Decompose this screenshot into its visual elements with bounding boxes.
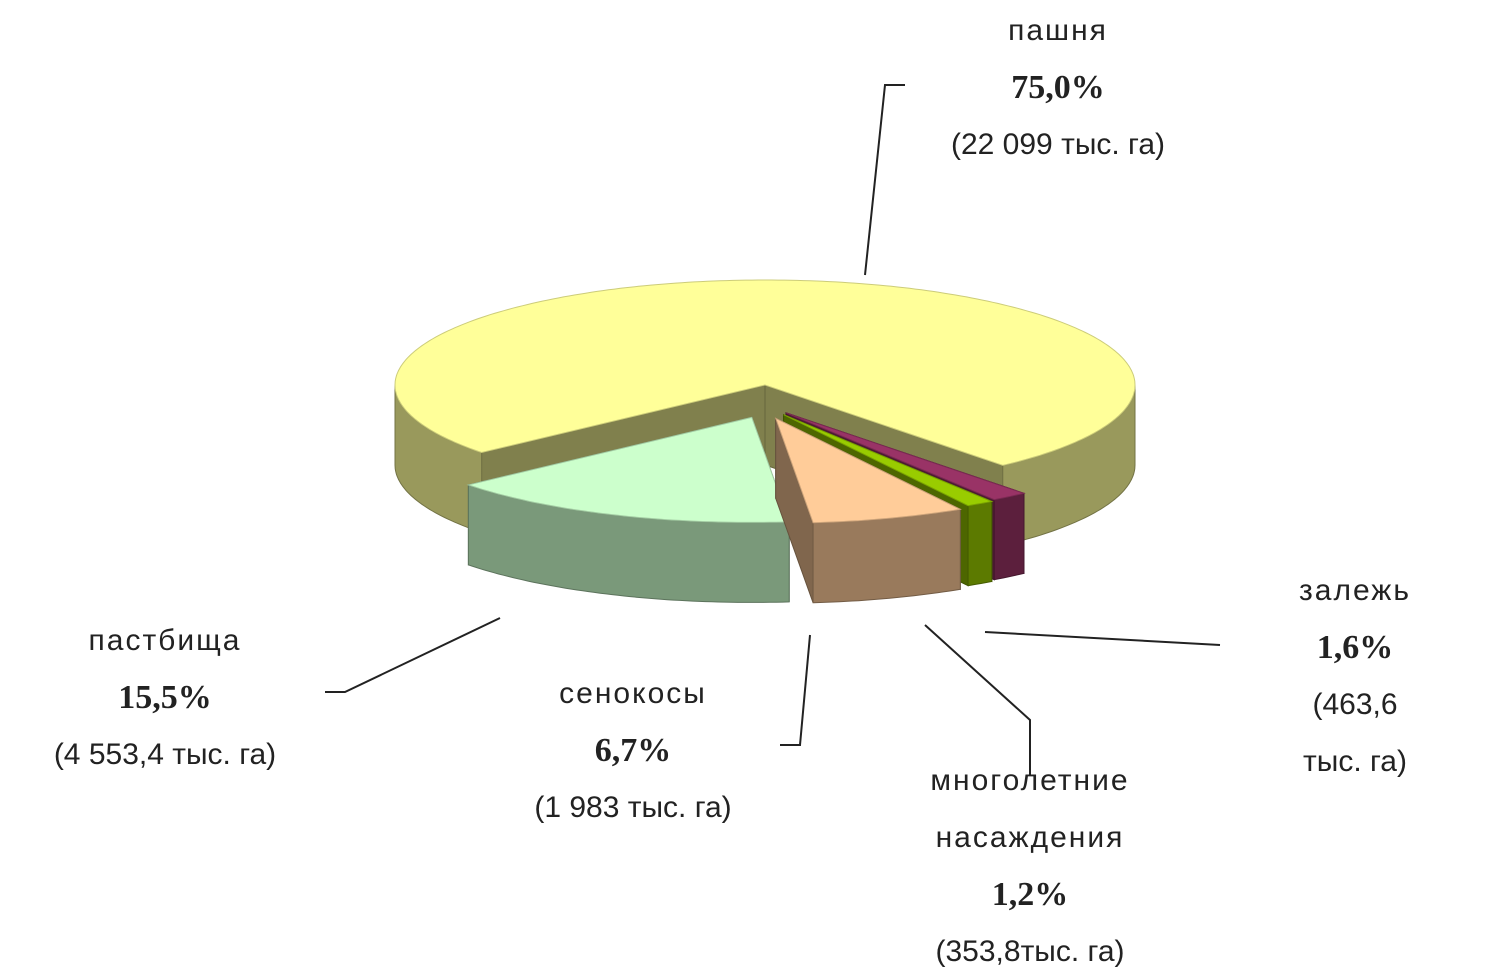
category-label: пастбища [88,624,242,657]
value-label: 6,7% [594,732,672,769]
category-label: залежь [1299,574,1411,607]
slice-label: пастбища 15,5% (4 553,4 тыс. га) [54,612,276,783]
slice [466,416,790,523]
area-label: (463,6 тыс. га) [1303,688,1407,778]
area-label: (22 099 тыс. га) [950,128,1166,161]
value-label: 1,6% [1316,629,1394,666]
pie [394,279,1136,604]
slice-side [993,492,1025,581]
leader-line [924,624,1031,775]
slice-label: залежь 1,6% (463,6 тыс. га) [1284,562,1426,790]
slice [774,417,962,524]
slice [394,279,1136,466]
leader-line [325,617,501,693]
leader-line [780,634,811,746]
value-label: 75,0% [1011,69,1105,106]
slice [785,412,1026,501]
value-label: 15,5% [118,679,212,716]
category-label: сенокосы [559,677,707,710]
slice-side [967,500,993,587]
slice-label: сенокосы 6,7% (1 983 тыс. га) [534,665,731,836]
value-label: 1,2% [991,876,1069,913]
slice-label: многолетние насаждения 1,2% (353,8тыс. г… [885,752,1175,975]
area-label: (4 553,4 тыс. га) [53,738,277,771]
leader-line [864,84,905,276]
slice-label: пашня 75,0% (22 099 тыс. га) [951,2,1165,173]
category-label: многолетние насаждения [930,764,1130,854]
slice [783,414,994,507]
area-label: (1 983 тыс. га) [534,791,732,824]
area-label: (353,8тыс. га) [935,935,1125,968]
category-label: пашня [1008,14,1108,47]
slice-side [812,508,961,604]
leader-line [984,631,1221,646]
